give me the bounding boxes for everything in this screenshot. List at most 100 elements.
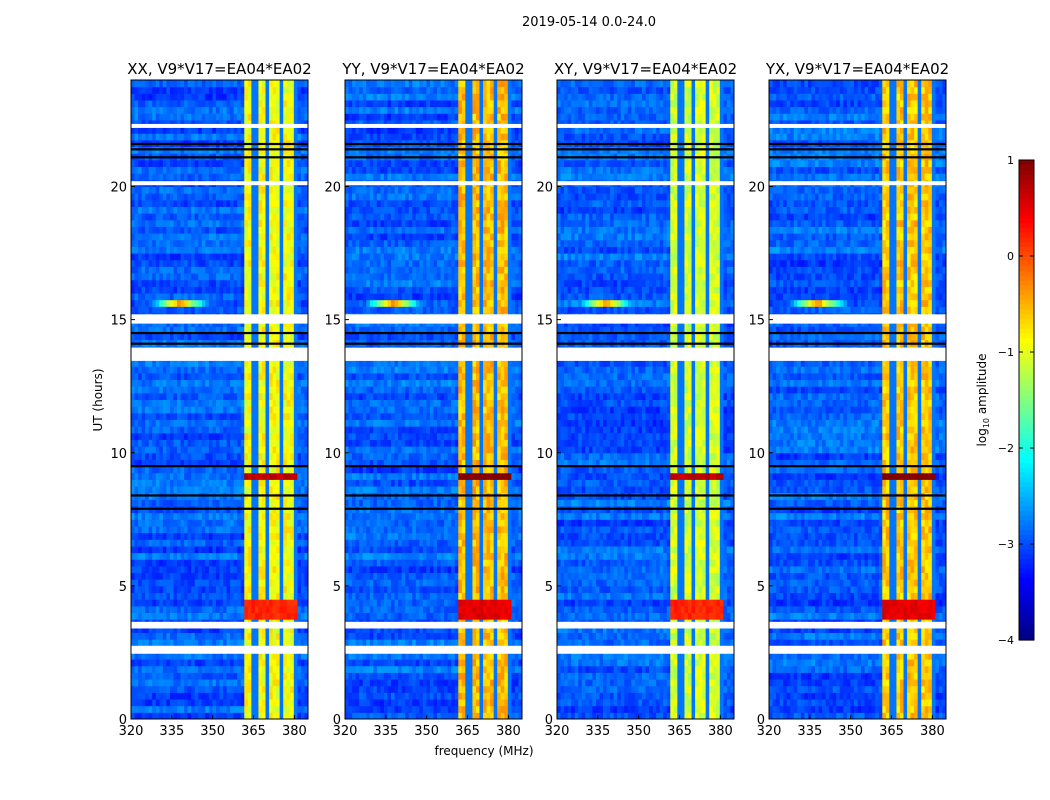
heatmap-cell [173,80,178,88]
heatmap-cell [269,299,274,307]
heatmap-cell [290,246,295,254]
heatmap-cell [173,406,178,414]
heatmap-cell [159,565,164,574]
heatmap-cell [131,299,136,307]
heatmap-cell [304,446,309,454]
heatmap-cell [223,246,228,254]
heatmap-cell [300,552,305,560]
heatmap-cell [297,672,302,680]
heatmap-cell [230,219,235,227]
heatmap-cell [269,332,274,341]
heatmap-cell [184,213,189,221]
heatmap-cell [223,399,228,407]
heatmap-cell [187,419,192,427]
heatmap-cell [155,199,160,207]
heatmap-cell [212,712,217,720]
heatmap-cell [244,299,249,307]
heatmap-cell [297,419,302,427]
heatmap-cell [290,426,295,434]
heatmap-cell [283,659,288,667]
heatmap-cell [162,585,167,594]
heatmap-cell [155,166,160,174]
heatmap-cell [223,173,228,181]
heatmap-cell [286,86,291,94]
heatmap-cell [194,612,199,620]
heatmap-cell [177,472,182,480]
heatmap-cell [254,599,259,607]
heatmap-cell [152,273,157,281]
heatmap-cell [290,599,295,607]
heatmap-cell [138,652,143,660]
heatmap-cell [173,159,178,168]
heatmap-cell [155,332,160,341]
heatmap-cell [300,705,305,713]
heatmap-cell [237,585,242,594]
heatmap-cell [191,372,196,381]
heatmap-cell [426,712,431,720]
heatmap-cell [226,705,231,713]
heatmap-cell [226,519,231,527]
heatmap-cell [258,99,263,108]
heatmap-cell [201,159,206,168]
heatmap-cell [191,399,196,407]
flagged-row [131,621,308,629]
heatmap-cell [290,306,295,314]
heatmap-cell [258,486,263,494]
heatmap-cell [237,199,242,207]
heatmap-cell [269,652,274,660]
heatmap-cell [507,705,512,713]
heatmap-cell [159,99,164,108]
heatmap-cell [465,699,470,707]
heatmap-cell [300,479,305,487]
heatmap-cell [297,685,302,693]
heatmap-cell [269,119,274,128]
heatmap-cell [265,213,270,221]
heatmap-cell [286,592,291,600]
heatmap-cell [180,639,185,647]
heatmap-cell [180,499,185,507]
heatmap-cell [194,399,199,407]
heatmap-cell [279,472,284,480]
heatmap-cell [283,532,288,540]
heatmap-cell [247,159,252,168]
heatmap-cell [293,432,298,440]
heatmap-cell [180,386,185,394]
heatmap-cell [233,213,238,221]
heatmap-cell [194,80,199,88]
heatmap-cell [279,705,284,713]
heatmap-cell [162,86,167,94]
heatmap-cell [145,286,150,294]
heatmap-cell [272,579,277,587]
heatmap-cell [212,159,217,168]
heatmap-cell [226,472,231,480]
heatmap-cell [269,279,274,287]
heatmap-cell [300,412,305,420]
heatmap-cell [198,366,203,374]
heatmap-cell [191,552,196,560]
heatmap-cell [283,479,288,487]
heatmap-cell [254,499,259,507]
heatmap-cell [169,679,174,687]
dark-row [131,465,308,468]
heatmap-cell [258,559,263,567]
heatmap-cell [269,659,274,667]
heatmap-cell [148,293,153,301]
heatmap-cell [265,193,270,201]
heatmap-cell [304,219,309,227]
heatmap-cell [511,712,516,720]
heatmap-cell [201,186,206,194]
heatmap-cell [212,239,217,247]
heatmap-cell [219,126,224,134]
heatmap-cell [230,299,235,307]
heatmap-cell [244,659,249,667]
heatmap-cell [191,592,196,600]
heatmap-cell [258,359,263,367]
heatmap-cell [191,712,196,720]
heatmap-cell [138,665,143,673]
heatmap-cell [148,486,153,494]
heatmap-cell [283,273,288,281]
heatmap-cell [254,705,259,713]
heatmap-cell [240,519,245,527]
heatmap-cell [290,579,295,587]
heatmap-cell [362,705,367,713]
